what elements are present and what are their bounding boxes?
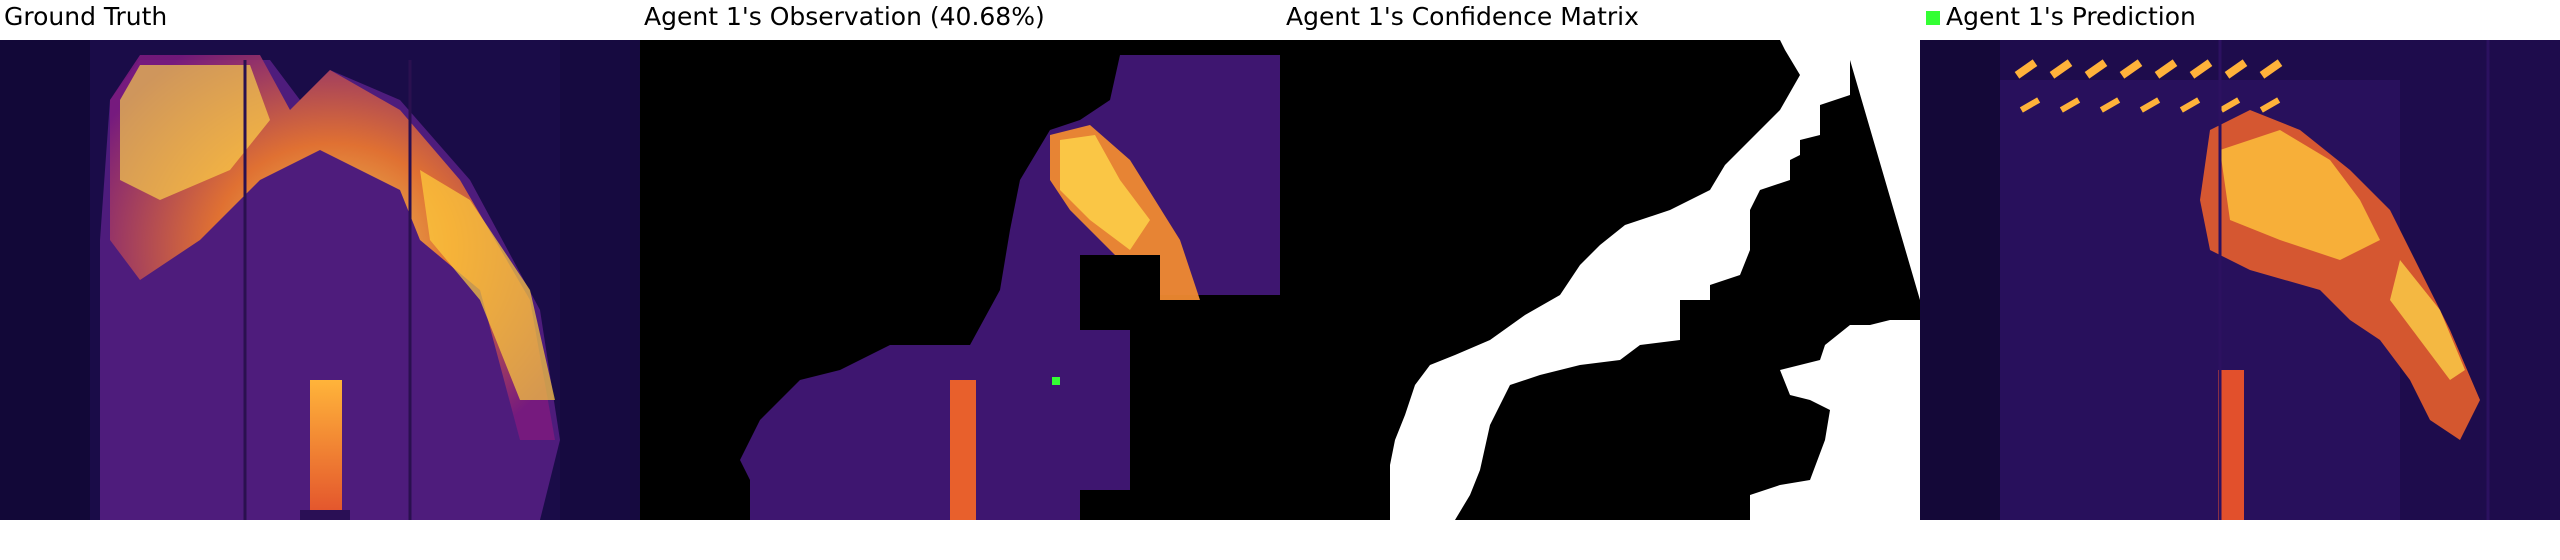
ground-truth-image [0, 40, 640, 520]
panel-title-observation: Agent 1's Observation (40.68%) [644, 2, 1045, 31]
green-square-icon [1926, 11, 1940, 25]
panel-title-ground-truth: Ground Truth [4, 2, 168, 31]
observation-image [640, 40, 1280, 520]
panel-title-confidence: Agent 1's Confidence Matrix [1286, 2, 1639, 31]
confidence-matrix-image [1280, 40, 1920, 520]
observation-agent-marker [1052, 377, 1060, 385]
panel-title-prediction: Agent 1's Prediction [1926, 2, 2196, 31]
prediction-image [1920, 40, 2560, 520]
prediction-title-text: Agent 1's Prediction [1946, 2, 2196, 31]
